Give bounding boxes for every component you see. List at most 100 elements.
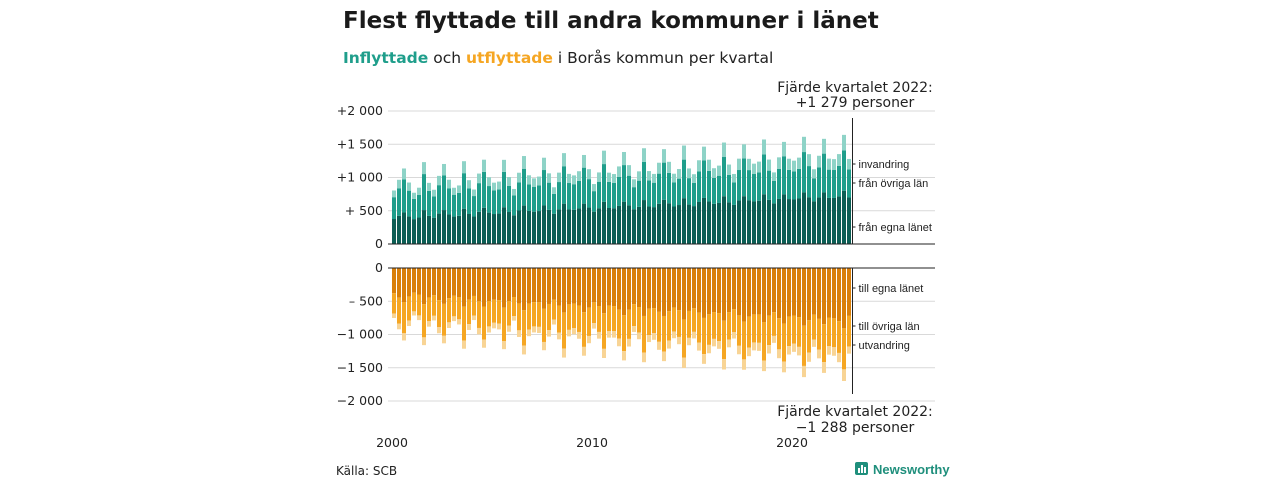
bar-out-1	[397, 268, 401, 298]
bar-in-3	[572, 175, 576, 185]
bar-out-3	[727, 339, 731, 348]
bar-out-2	[547, 303, 551, 331]
y-tick-label-out: −1 000	[337, 327, 383, 342]
bar-out-2	[517, 303, 521, 331]
bar-in-3	[522, 156, 526, 169]
bar-out-2	[442, 303, 446, 336]
bar-out-1	[612, 268, 616, 307]
bar-in-3	[672, 173, 676, 183]
bar-out-2	[817, 318, 821, 350]
bar-in-3	[707, 159, 711, 171]
bar-in-3	[607, 172, 611, 182]
bar-out-1	[772, 268, 776, 313]
bar-out-3	[587, 335, 591, 344]
bar-out-1	[407, 268, 411, 297]
bar-out-2	[732, 309, 736, 332]
bar-out-1	[512, 268, 516, 298]
bar-out-2	[447, 298, 451, 323]
bar-in-3	[742, 144, 746, 159]
bar-out-2	[632, 304, 636, 327]
bar-out-3	[452, 316, 456, 322]
bar-in-3	[517, 172, 521, 183]
bar-in-3	[662, 149, 666, 163]
bar-in-3	[632, 179, 636, 188]
bar-out-1	[472, 268, 476, 296]
bar-in-1	[777, 198, 781, 244]
bar-in-1	[847, 197, 851, 244]
bar-out-2	[477, 301, 481, 328]
bar-in-3	[837, 154, 841, 166]
series-label-out-1: till egna länet	[859, 283, 924, 295]
bar-in-2	[632, 187, 636, 210]
bar-out-3	[672, 331, 676, 339]
bar-out-3	[412, 311, 416, 316]
bar-in-1	[517, 210, 521, 244]
bar-in-1	[667, 203, 671, 244]
bar-in-3	[647, 171, 651, 181]
subtitle-rest: i Borås kommun per kvartal	[553, 49, 773, 67]
bar-out-1	[642, 268, 646, 316]
bar-out-1	[392, 268, 396, 294]
bar-in-1	[837, 196, 841, 244]
bar-in-3	[552, 187, 556, 194]
bar-out-3	[702, 354, 706, 364]
bar-in-1	[547, 209, 551, 244]
bar-in-2	[552, 193, 556, 214]
bar-in-3	[772, 172, 776, 181]
bar-in-1	[532, 211, 536, 244]
bar-out-2	[497, 300, 501, 324]
bar-in-2	[667, 172, 671, 204]
bar-in-3	[587, 169, 591, 180]
bar-out-3	[547, 330, 551, 337]
bar-out-3	[692, 331, 696, 339]
bar-out-1	[697, 268, 701, 313]
bar-in-3	[592, 184, 596, 192]
bar-in-1	[617, 205, 621, 244]
bar-out-1	[487, 268, 491, 302]
bar-out-3	[482, 339, 486, 348]
bar-out-2	[672, 307, 676, 332]
bar-in-2	[702, 160, 706, 198]
bar-out-3	[647, 335, 651, 343]
bar-in-1	[437, 213, 441, 244]
bar-in-3	[472, 189, 476, 197]
bar-out-2	[582, 312, 586, 347]
bar-out-3	[497, 323, 501, 330]
bar-out-2	[542, 308, 546, 342]
bar-out-3	[772, 335, 776, 343]
bar-in-1	[722, 196, 726, 244]
axes: 0 + 500 +1 000 +1 500 +2 000 0 – 500 −1 000 −1 5…	[337, 103, 935, 450]
bar-in-2	[472, 196, 476, 217]
bar-out-1	[537, 268, 541, 303]
bar-out-3	[812, 339, 816, 347]
bar-out-3	[822, 362, 826, 373]
bar-out-2	[752, 314, 756, 343]
bars	[392, 134, 851, 381]
bar-out-2	[557, 305, 561, 333]
bar-in-1	[482, 207, 486, 244]
bar-in-3	[832, 159, 836, 171]
bar-out-1	[637, 268, 641, 308]
bar-out-3	[592, 323, 596, 329]
bar-out-2	[822, 324, 826, 363]
bar-in-2	[562, 166, 566, 204]
bar-out-1	[787, 268, 791, 317]
bar-out-3	[527, 329, 531, 337]
bar-out-2	[437, 300, 441, 328]
bar-in-2	[607, 181, 611, 209]
bar-in-2	[617, 176, 621, 206]
bar-out-2	[842, 328, 846, 370]
bar-in-1	[527, 210, 531, 244]
bar-in-2	[532, 186, 536, 212]
chart-subtitle: Inflyttade och utflyttade i Borås kommun…	[343, 49, 773, 67]
bar-out-1	[847, 268, 851, 316]
bar-in-2	[682, 159, 686, 199]
bar-in-1	[567, 209, 571, 244]
bar-in-2	[602, 164, 606, 202]
bar-out-2	[707, 314, 711, 345]
bar-in-2	[487, 186, 491, 213]
bar-out-2	[697, 312, 701, 343]
bar-in-2	[457, 192, 461, 216]
bar-in-1	[497, 213, 501, 244]
y-tick-label-out: 0	[375, 260, 383, 275]
